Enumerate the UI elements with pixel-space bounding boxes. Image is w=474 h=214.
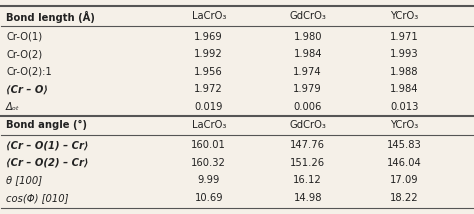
Text: 18.22: 18.22 [390,193,419,203]
Text: 0.013: 0.013 [390,102,419,112]
Text: Cr-O(2):1: Cr-O(2):1 [6,67,52,77]
Text: ⟨Cr – O(1) – Cr⟩: ⟨Cr – O(1) – Cr⟩ [6,140,89,150]
Text: 0.006: 0.006 [293,102,322,112]
Text: 0.019: 0.019 [194,102,223,112]
Text: ⟨Cr – O⟩: ⟨Cr – O⟩ [6,84,48,94]
Text: 16.12: 16.12 [293,175,322,185]
Text: 1.969: 1.969 [194,32,223,42]
Text: GdCrO₃: GdCrO₃ [289,120,326,130]
Text: 1.972: 1.972 [194,84,223,94]
Text: cos(Φ) [010]: cos(Φ) [010] [6,193,69,203]
Text: 151.26: 151.26 [290,158,325,168]
Text: 1.971: 1.971 [390,32,419,42]
Text: 147.76: 147.76 [290,140,325,150]
Text: GdCrO₃: GdCrO₃ [289,12,326,21]
Text: Bond angle (°): Bond angle (°) [6,120,87,130]
Text: 145.83: 145.83 [387,140,422,150]
Text: 17.09: 17.09 [390,175,419,185]
Text: LaCrO₃: LaCrO₃ [191,120,226,130]
Text: LaCrO₃: LaCrO₃ [191,12,226,21]
Text: 1.980: 1.980 [293,32,322,42]
Text: 1.984: 1.984 [293,49,322,59]
Text: 1.979: 1.979 [293,84,322,94]
Text: 1.956: 1.956 [194,67,223,77]
Text: 9.99: 9.99 [198,175,220,185]
Text: YCrO₃: YCrO₃ [390,12,419,21]
Text: 146.04: 146.04 [387,158,422,168]
Text: 10.69: 10.69 [194,193,223,203]
Text: YCrO₃: YCrO₃ [390,120,419,130]
Text: 1.984: 1.984 [390,84,419,94]
Text: Δₒ⁣ₜ: Δₒ⁣ₜ [6,102,20,112]
Text: ⟨Cr – O(2) – Cr⟩: ⟨Cr – O(2) – Cr⟩ [6,158,89,168]
Text: 1.974: 1.974 [293,67,322,77]
Text: 1.993: 1.993 [390,49,419,59]
Text: 160.01: 160.01 [191,140,226,150]
Text: 1.988: 1.988 [390,67,419,77]
Text: Bond length (Å): Bond length (Å) [6,10,95,22]
Text: Cr-O(1): Cr-O(1) [6,32,42,42]
Text: Cr-O(2): Cr-O(2) [6,49,42,59]
Text: θ [100]: θ [100] [6,175,42,185]
Text: 14.98: 14.98 [293,193,322,203]
Text: 160.32: 160.32 [191,158,226,168]
Text: 1.992: 1.992 [194,49,223,59]
